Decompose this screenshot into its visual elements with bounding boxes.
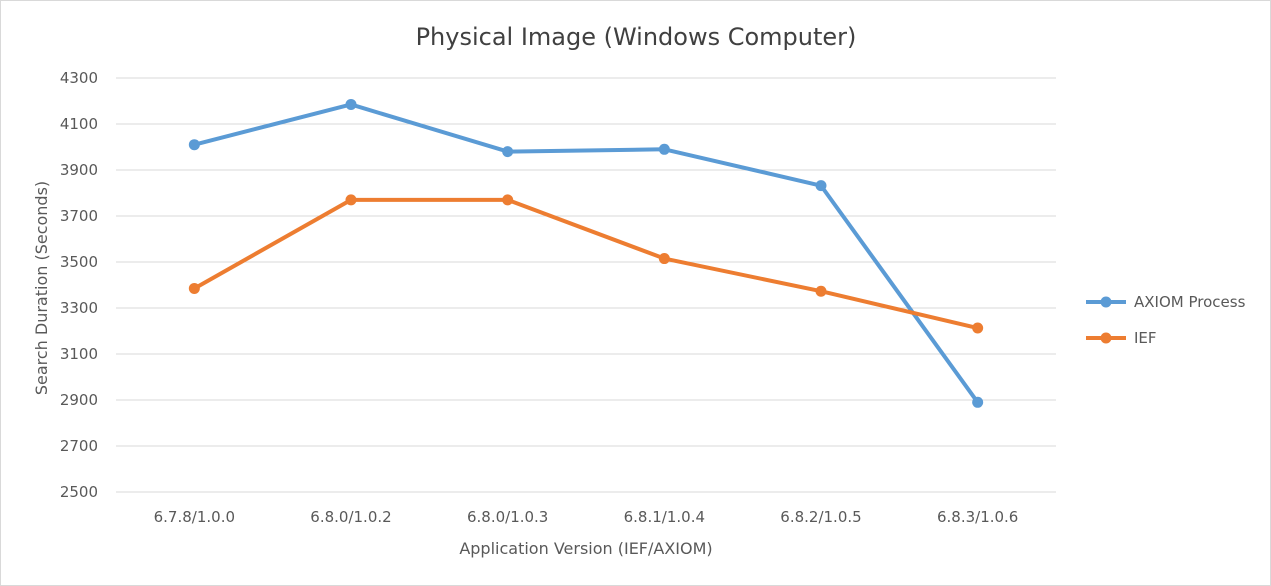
y-axis-label: Search Duration (Seconds) xyxy=(32,181,51,395)
series-group xyxy=(188,98,984,408)
y-axis-ticks: 2500 2700 2900 3100 3300 3500 3700 3900 4100 4300 xyxy=(60,69,98,501)
data-point xyxy=(972,396,984,408)
x-tick-label: 6.8.0/1.0.2 xyxy=(310,508,391,526)
series-line xyxy=(192,102,980,405)
data-point xyxy=(815,285,827,297)
legend-swatch-marker xyxy=(1100,296,1112,308)
x-tick-label: 6.8.3/1.0.6 xyxy=(937,508,1018,526)
legend-item: AXIOM Process xyxy=(1086,293,1246,311)
data-point xyxy=(658,143,670,155)
legend: AXIOM Process IEF xyxy=(1086,293,1246,347)
y-tick-label: 2900 xyxy=(60,391,98,409)
series-axiom-process xyxy=(188,98,984,408)
y-tick-label: 3100 xyxy=(60,345,98,363)
x-tick-label: 6.8.0/1.0.3 xyxy=(467,508,548,526)
x-tick-label: 6.7.8/1.0.0 xyxy=(154,508,235,526)
legend-item: IEF xyxy=(1086,329,1157,347)
series-ief xyxy=(188,194,984,334)
legend-label: AXIOM Process xyxy=(1134,293,1246,311)
data-point xyxy=(345,194,357,206)
x-tick-label: 6.8.2/1.0.5 xyxy=(780,508,861,526)
x-tick-label: 6.8.1/1.0.4 xyxy=(624,508,705,526)
y-tick-label: 2500 xyxy=(60,483,98,501)
data-point xyxy=(815,180,827,192)
y-tick-label: 3300 xyxy=(60,299,98,317)
legend-swatch-marker xyxy=(1100,332,1112,344)
y-tick-label: 2700 xyxy=(60,437,98,455)
y-tick-label: 3700 xyxy=(60,207,98,225)
data-point xyxy=(188,282,200,294)
data-point xyxy=(502,146,514,158)
x-axis-label: Application Version (IEF/AXIOM) xyxy=(459,539,712,558)
data-point xyxy=(345,98,357,110)
gridlines xyxy=(116,77,1056,493)
x-axis-ticks: 6.7.8/1.0.0 6.8.0/1.0.2 6.8.0/1.0.3 6.8.1/1… xyxy=(154,508,1019,526)
chart-title: Physical Image (Windows Computer) xyxy=(416,23,857,51)
data-point xyxy=(658,253,670,265)
series-line xyxy=(192,197,980,331)
y-tick-label: 3900 xyxy=(60,161,98,179)
data-point xyxy=(188,139,200,151)
legend-label: IEF xyxy=(1134,329,1157,347)
y-tick-label: 4300 xyxy=(60,69,98,87)
y-tick-label: 4100 xyxy=(60,115,98,133)
y-tick-label: 3500 xyxy=(60,253,98,271)
data-point xyxy=(502,194,514,206)
data-point xyxy=(972,322,984,334)
